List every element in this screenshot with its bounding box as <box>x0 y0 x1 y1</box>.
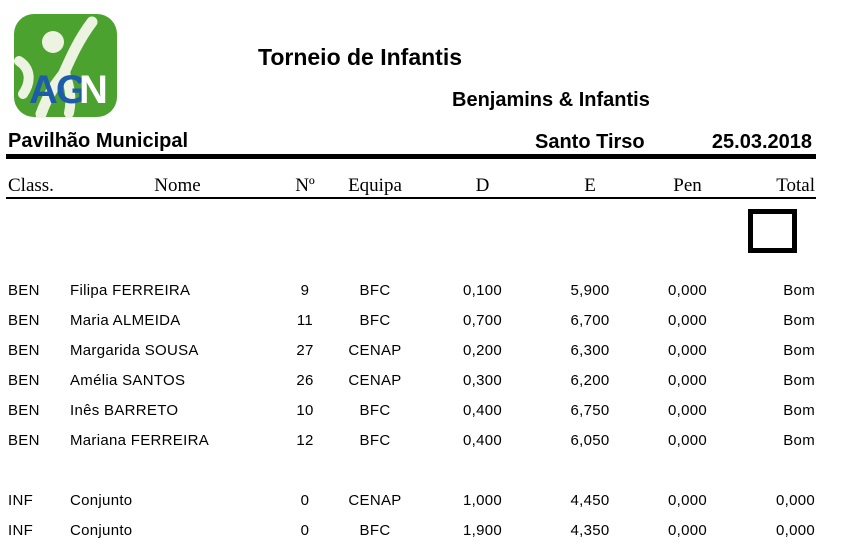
cell-number: 11 <box>296 311 314 329</box>
cell-name: Amélia SANTOS <box>70 371 186 389</box>
col-header-class: Class. <box>8 175 54 196</box>
cell-team: CENAP <box>348 341 402 359</box>
cell-e: 6,200 <box>570 371 610 389</box>
cell-pen: 0,000 <box>667 341 708 359</box>
cell-team: BFC <box>359 281 391 299</box>
cell-class: BEN <box>8 311 40 329</box>
cell-team: BFC <box>359 401 391 419</box>
table-row: BEN Amélia SANTOS 26 CENAP 0,300 6,200 0… <box>8 365 815 395</box>
cell-d: 0,300 <box>462 371 503 389</box>
col-header-pen: Pen <box>673 175 702 196</box>
cell-name: Filipa FERREIRA <box>70 281 191 299</box>
page-subtitle: Benjamins & Infantis <box>452 89 650 111</box>
cell-team: BFC <box>359 521 391 539</box>
table-row: BEN Inês BARRETO 10 BFC 0,400 6,750 0,00… <box>8 395 815 425</box>
cell-d: 1,000 <box>462 491 503 509</box>
cell-e: 6,750 <box>570 401 610 419</box>
cell-e: 6,300 <box>570 341 610 359</box>
table-header-row: Class. Nome Nº Equipa D E Pen Total <box>8 168 815 201</box>
logo-text-ag: AG <box>29 68 85 112</box>
cell-name: Margarida SOUSA <box>70 341 199 359</box>
spacer-row <box>8 201 815 275</box>
cell-team: CENAP <box>348 491 402 509</box>
cell-class: BEN <box>8 401 40 419</box>
col-header-number: Nº <box>295 175 315 196</box>
cell-name: Conjunto <box>70 521 133 539</box>
venue-label: Pavilhão Municipal <box>8 130 189 152</box>
cell-name: Conjunto <box>70 491 133 509</box>
table-row: BEN Maria ALMEIDA 11 BFC 0,700 6,700 0,0… <box>8 305 815 335</box>
table-row: BEN Filipa FERREIRA 9 BFC 0,100 5,900 0,… <box>8 275 815 305</box>
cell-class: BEN <box>8 341 40 359</box>
date-label: 25.03.2018 <box>711 131 812 153</box>
empty-total-box <box>748 209 797 253</box>
cell-pen: 0,000 <box>667 521 708 539</box>
col-header-team: Equipa <box>348 175 402 196</box>
cell-pen: 0,000 <box>667 371 708 389</box>
cell-class: BEN <box>8 431 40 449</box>
table-row: INF Conjunto 0 CENAP 1,000 4,450 0,000 0… <box>8 485 815 515</box>
col-header-name: Nome <box>154 175 201 196</box>
cell-number: 26 <box>296 371 314 389</box>
cell-class: BEN <box>8 371 40 389</box>
cell-name: Inês BARRETO <box>70 401 179 419</box>
cell-name: Mariana FERREIRA <box>70 431 210 449</box>
cell-total: Bom <box>783 431 815 449</box>
col-header-d: D <box>475 175 490 196</box>
logo-text-n: N <box>79 68 108 112</box>
city-label: Santo Tirso <box>535 131 645 153</box>
cell-total: Bom <box>783 341 815 359</box>
cell-e: 5,900 <box>570 281 610 299</box>
cell-class: BEN <box>8 281 40 299</box>
cell-total: Bom <box>783 311 815 329</box>
cell-d: 0,400 <box>462 431 503 449</box>
cell-pen: 0,000 <box>667 431 708 449</box>
gymnast-logo-icon: AG N <box>14 14 117 120</box>
cell-d: 0,700 <box>462 311 503 329</box>
col-header-e: E <box>584 175 596 196</box>
cell-total: Bom <box>783 401 815 419</box>
cell-name: Maria ALMEIDA <box>70 311 181 329</box>
col-header-total: Total <box>776 175 815 196</box>
cell-team: BFC <box>359 431 391 449</box>
cell-e: 4,450 <box>570 491 610 509</box>
header-rule-thick <box>6 154 816 159</box>
table-row: INF Conjunto 0 BFC 1,900 4,350 0,000 0,0… <box>8 515 815 545</box>
agn-logo: AG N <box>13 13 118 120</box>
cell-number: 0 <box>300 521 310 539</box>
cell-pen: 0,000 <box>667 311 708 329</box>
spacer-row <box>8 455 815 485</box>
results-table: Class. Nome Nº Equipa D E Pen Total BEN … <box>8 168 815 545</box>
cell-class: INF <box>8 521 34 539</box>
cell-pen: 0,000 <box>667 281 708 299</box>
cell-d: 1,900 <box>462 521 503 539</box>
cell-e: 6,050 <box>570 431 610 449</box>
cell-d: 0,400 <box>462 401 503 419</box>
table-row: BEN Margarida SOUSA 27 CENAP 0,200 6,300… <box>8 335 815 365</box>
cell-pen: 0,000 <box>667 491 708 509</box>
cell-team: BFC <box>359 311 391 329</box>
cell-total: 0,000 <box>775 521 815 539</box>
cell-total: Bom <box>783 371 815 389</box>
cell-class: INF <box>8 491 34 509</box>
cell-d: 0,200 <box>462 341 503 359</box>
cell-e: 4,350 <box>570 521 610 539</box>
cell-d: 0,100 <box>462 281 503 299</box>
header-rule-thin <box>6 197 816 199</box>
cell-total: Bom <box>783 281 815 299</box>
table-row: BEN Mariana FERREIRA 12 BFC 0,400 6,050 … <box>8 425 815 455</box>
cell-total: 0,000 <box>775 491 815 509</box>
cell-number: 0 <box>300 491 310 509</box>
cell-team: CENAP <box>348 371 402 389</box>
cell-number: 12 <box>296 431 314 449</box>
cell-number: 10 <box>296 401 314 419</box>
cell-pen: 0,000 <box>667 401 708 419</box>
cell-e: 6,700 <box>570 311 610 329</box>
page-title: Torneio de Infantis <box>258 44 463 70</box>
cell-number: 9 <box>300 281 310 299</box>
cell-number: 27 <box>296 341 314 359</box>
